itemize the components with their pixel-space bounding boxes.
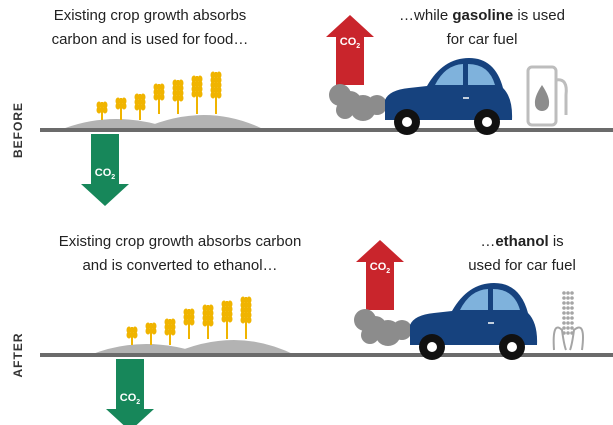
corn-kernel (562, 296, 566, 300)
wheat-grain (165, 329, 170, 336)
corn-kernel (566, 316, 570, 320)
corn-kernel (566, 321, 570, 325)
wheat-grain (116, 103, 121, 110)
co2-sub: 2 (136, 399, 140, 406)
corn-kernel (562, 301, 566, 305)
co2-main: CO (340, 36, 357, 48)
fuel-text: …while gasoline is used (399, 7, 565, 24)
wheat-grain (141, 104, 146, 111)
wheat-grain (171, 329, 176, 336)
car-hub (427, 342, 437, 352)
corn-kernel (562, 291, 566, 295)
corn-kernel (570, 326, 574, 330)
fuel-text: …ethanol is (480, 233, 563, 250)
fuel-text: for car fuel (447, 31, 518, 48)
corn-kernel (570, 301, 574, 305)
corn-kernel (570, 296, 574, 300)
wheat-grain (152, 328, 157, 335)
corn-kernel (570, 316, 574, 320)
fuel-text-part: used for car fuel (468, 257, 576, 274)
wheat-grain (198, 91, 203, 98)
fuel-text-part: …while (399, 7, 452, 24)
wheat-grain (247, 317, 252, 324)
wheat-grain (222, 316, 227, 323)
fuel-drop (535, 85, 549, 111)
co2-main: CO (120, 392, 137, 404)
wheat-grain (103, 107, 108, 114)
wheat-grain (241, 317, 246, 324)
wheat-grain (135, 104, 140, 111)
crop-text: and is converted to ethanol… (82, 257, 277, 274)
mound (140, 115, 265, 130)
wheat-grain (211, 92, 216, 99)
exhaust-smoke (336, 101, 354, 119)
fuel-text-part: is (549, 233, 564, 250)
pump-hose (556, 80, 566, 115)
corn-kernel (570, 306, 574, 310)
wheat-grain (179, 95, 184, 102)
fuel-text: used for car fuel (468, 257, 576, 274)
wheat-grain (160, 94, 165, 101)
car-hub (402, 117, 412, 127)
corn-kernel (570, 321, 574, 325)
co2-main: CO (95, 167, 112, 179)
wheat-grain (154, 94, 159, 101)
wheat-grain (173, 95, 178, 102)
fuel-text-part: gasoline (452, 7, 513, 24)
wheat-grain (184, 319, 189, 326)
fuel-text-part: for car fuel (447, 31, 518, 48)
co2-main: CO (370, 261, 387, 273)
fuel-text-part: ethanol (495, 233, 548, 250)
corn-kernel (566, 306, 570, 310)
fuel-text-part: is used (513, 7, 565, 24)
co2-sub: 2 (111, 174, 115, 181)
corn-kernel (562, 311, 566, 315)
wheat-grain (97, 107, 102, 114)
panel-label: AFTER (11, 333, 25, 378)
corn-kernel (566, 311, 570, 315)
co2-emitted-arrow (326, 15, 374, 85)
co2-sub: 2 (356, 43, 360, 50)
panel-label: BEFORE (11, 102, 25, 158)
corn-kernel (562, 306, 566, 310)
wheat-grain (228, 316, 233, 323)
corn-kernel (566, 296, 570, 300)
corn-kernel (566, 326, 570, 330)
corn-husk (554, 328, 566, 351)
corn-kernel (570, 311, 574, 315)
diagram: BEFORE Existing crop growth absorbs carbon… (0, 0, 613, 425)
corn-kernel (570, 291, 574, 295)
fuel-text-part: … (480, 233, 495, 250)
corn-husk (570, 328, 583, 351)
corn-kernel (562, 321, 566, 325)
crop-text: carbon and is used for food… (52, 31, 249, 48)
corn-kernel (562, 316, 566, 320)
mound (170, 340, 295, 355)
wheat-grain (146, 328, 151, 335)
crop-text: Existing crop growth absorbs carbon (59, 233, 302, 250)
co2-sub: 2 (386, 268, 390, 275)
exhaust-smoke (392, 320, 412, 340)
wheat-grain (122, 103, 127, 110)
corn-kernel (566, 331, 570, 335)
corn-kernel (562, 326, 566, 330)
crop-text: Existing crop growth absorbs (54, 7, 247, 24)
wheat-grain (203, 320, 208, 327)
exhaust-smoke (367, 95, 387, 115)
wheat-grain (133, 332, 138, 339)
wheat-grain (190, 319, 195, 326)
corn-kernel (566, 291, 570, 295)
car-hub (507, 342, 517, 352)
exhaust-smoke (361, 326, 379, 344)
wheat-grain (209, 320, 214, 327)
corn-kernel (566, 301, 570, 305)
co2-emitted-arrow (356, 240, 404, 310)
wheat-grain (127, 332, 132, 339)
car-hub (482, 117, 492, 127)
wheat-grain (217, 92, 222, 99)
wheat-grain (192, 91, 197, 98)
